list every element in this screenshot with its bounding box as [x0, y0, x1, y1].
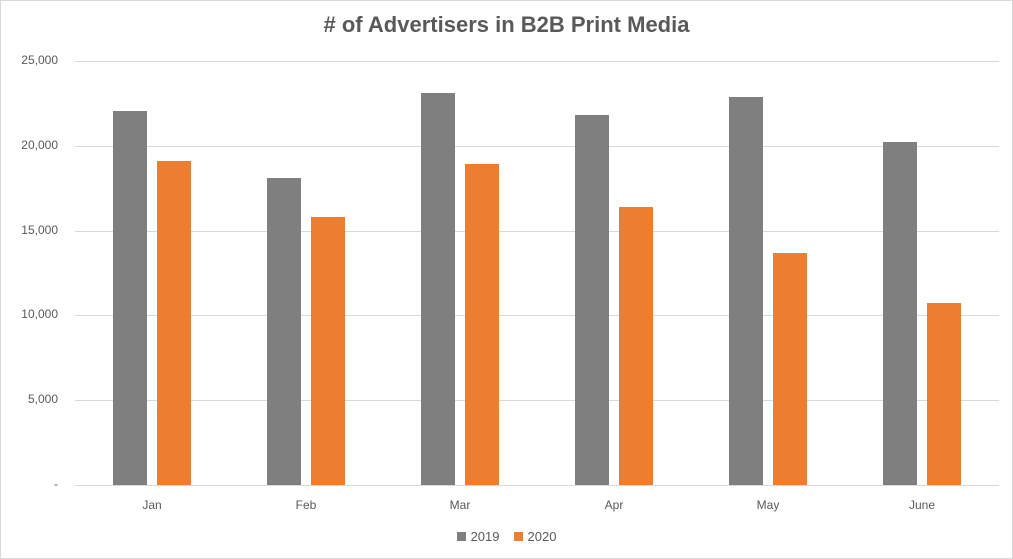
bar-2019-feb [267, 178, 301, 485]
x-tick-label: Feb [295, 498, 317, 512]
bar-2020-may [773, 253, 807, 485]
legend-swatch-icon [513, 532, 523, 541]
x-tick-label: Apr [604, 498, 624, 512]
bar-2020-apr [619, 207, 653, 485]
x-tick-label: May [756, 498, 780, 512]
gridline [75, 315, 999, 316]
gridline [75, 400, 999, 401]
bar-2019-apr [575, 115, 609, 485]
y-tick-label: 10,000 [21, 307, 58, 321]
legend-item-2020: 2020 [513, 529, 557, 544]
bar-2020-jan [157, 161, 191, 485]
x-tick-label: Jan [142, 498, 162, 512]
y-tick-label: - [54, 477, 58, 491]
gridline [75, 485, 999, 486]
legend-label: 2020 [527, 529, 557, 544]
legend: 2019 2020 [0, 529, 1013, 544]
bar-2019-mar [421, 93, 455, 485]
bar-2019-jan [113, 111, 147, 485]
x-tick-label: June [908, 498, 936, 512]
legend-item-2019: 2019 [456, 529, 500, 544]
legend-label: 2019 [470, 529, 500, 544]
gridline [75, 146, 999, 147]
bar-2020-feb [311, 217, 345, 485]
y-tick-label: 25,000 [21, 53, 58, 67]
gridline [75, 231, 999, 232]
legend-swatch-icon [456, 532, 466, 541]
y-tick-label: 5,000 [27, 392, 58, 406]
x-tick-label: Mar [449, 498, 471, 512]
y-tick-label: 15,000 [21, 223, 58, 237]
chart-title: # of Advertisers in B2B Print Media [323, 12, 690, 37]
y-tick-label: 20,000 [21, 138, 58, 152]
bar-2019-june [883, 142, 917, 485]
gridline [75, 61, 999, 62]
bar-2020-mar [465, 164, 499, 485]
bar-2020-june [927, 303, 961, 485]
bar-2019-may [729, 97, 763, 485]
